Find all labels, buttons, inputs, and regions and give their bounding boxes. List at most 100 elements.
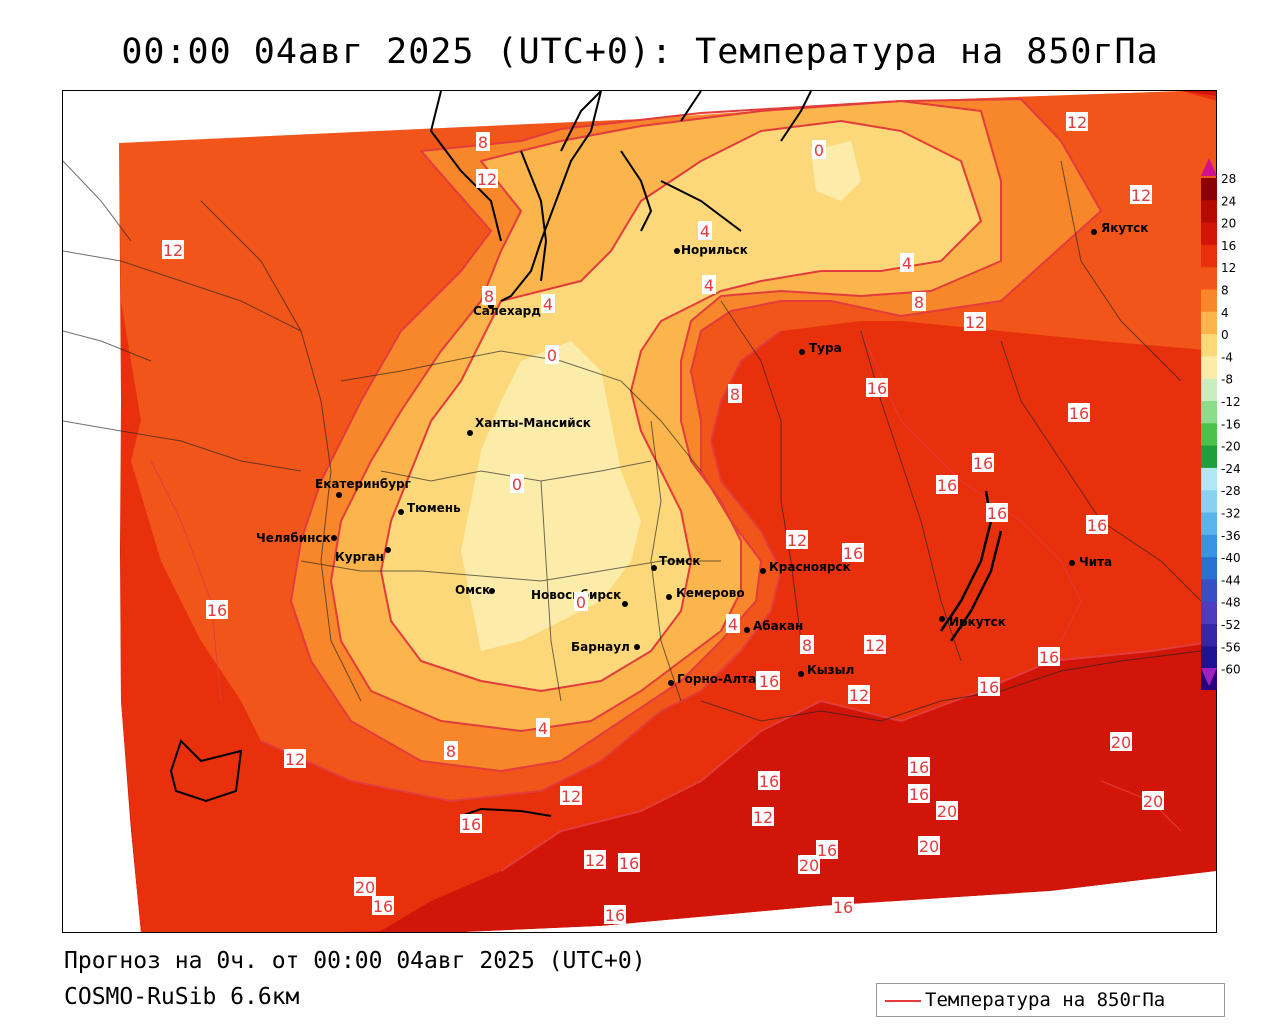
svg-text:16: 16 bbox=[605, 906, 625, 925]
isoline-value-label: 16 bbox=[1086, 515, 1108, 535]
map-title: 00:00 04авг 2025 (UTC+0): Температура на… bbox=[121, 32, 1159, 72]
isolines bbox=[150, 98, 1216, 872]
city-chita: Чита bbox=[1069, 555, 1112, 569]
isoline-value-label: 8 bbox=[912, 292, 926, 312]
city-krasnoyarsk: Красноярск bbox=[760, 560, 851, 574]
svg-text:12: 12 bbox=[561, 787, 581, 806]
isoline-value-label: 4 bbox=[726, 614, 740, 634]
isoline-value-label: 16 bbox=[618, 853, 640, 873]
city-tyumen: Тюмень bbox=[398, 501, 461, 515]
svg-text:8: 8 bbox=[446, 742, 456, 761]
map-area[interactable]: Якутск Норильск Салехард Тура Ханты-Манс… bbox=[62, 90, 1217, 933]
svg-text:12: 12 bbox=[865, 636, 885, 655]
svg-text:20: 20 bbox=[919, 837, 939, 856]
isoline-value-label: 16 bbox=[972, 453, 994, 473]
svg-text:Барнаул: Барнаул bbox=[571, 640, 630, 654]
colorbar-cell bbox=[1201, 423, 1217, 447]
isoline-value-label: 16 bbox=[816, 840, 838, 860]
svg-text:16: 16 bbox=[909, 758, 929, 777]
colorbar-tick-label: 0 bbox=[1221, 328, 1229, 342]
city-ekat: Екатеринбург bbox=[315, 477, 411, 498]
city-markers: Якутск Норильск Салехард Тура Ханты-Манс… bbox=[256, 221, 1148, 686]
isoline-value-label: 20 bbox=[354, 877, 376, 897]
isoline-value-label: 20 bbox=[1142, 791, 1164, 811]
svg-text:12: 12 bbox=[965, 313, 985, 332]
svg-text:12: 12 bbox=[163, 241, 183, 260]
colorbar-cell bbox=[1201, 289, 1217, 313]
isoline-value-label: 12 bbox=[1066, 112, 1088, 132]
svg-text:Кемерово: Кемерово bbox=[676, 586, 745, 600]
svg-text:Чита: Чита bbox=[1079, 555, 1112, 569]
svg-text:16: 16 bbox=[373, 897, 393, 916]
colorbar-cell bbox=[1201, 490, 1217, 513]
isoline-value-label: 12 bbox=[476, 169, 498, 189]
city-kurgan: Курган bbox=[335, 547, 391, 564]
isoline-value-label: 8 bbox=[728, 384, 742, 404]
colorbar-tick-label: -36 bbox=[1221, 529, 1241, 543]
colorbar-tick-label: 20 bbox=[1221, 217, 1236, 231]
svg-text:Тюмень: Тюмень bbox=[407, 501, 461, 515]
svg-text:16: 16 bbox=[979, 678, 999, 697]
svg-text:Челябинск: Челябинск bbox=[256, 531, 331, 545]
svg-text:4: 4 bbox=[902, 254, 912, 273]
svg-text:0: 0 bbox=[512, 475, 522, 494]
isoline-value-label: 4 bbox=[702, 275, 716, 295]
colorbar-cell bbox=[1201, 178, 1217, 201]
svg-text:12: 12 bbox=[849, 686, 869, 705]
colorbar-cell bbox=[1201, 445, 1217, 469]
isoline-value-label: 16 bbox=[758, 671, 780, 691]
colorbar-cap-bottom bbox=[1201, 668, 1217, 686]
legend-label: Температура на 850гПа bbox=[925, 989, 1166, 1011]
isoline-value-label: 20 bbox=[918, 836, 940, 856]
svg-text:16: 16 bbox=[973, 454, 993, 473]
isoline-value-label: 4 bbox=[698, 221, 712, 241]
svg-text:0: 0 bbox=[814, 141, 824, 160]
colorbar-cell bbox=[1201, 267, 1217, 290]
svg-text:4: 4 bbox=[543, 295, 553, 314]
svg-text:20: 20 bbox=[937, 802, 957, 821]
colorbar-tick-label: -52 bbox=[1221, 618, 1241, 632]
colorbar-tick-label: 12 bbox=[1221, 261, 1236, 275]
isoline-value-label: 16 bbox=[1068, 403, 1090, 423]
svg-text:12: 12 bbox=[1067, 113, 1087, 132]
svg-text:8: 8 bbox=[802, 636, 812, 655]
colorbar-cell bbox=[1201, 378, 1217, 402]
svg-text:16: 16 bbox=[909, 785, 929, 804]
colorbar-cap-top bbox=[1201, 158, 1217, 176]
svg-text:Салехард: Салехард bbox=[473, 304, 541, 318]
svg-text:12: 12 bbox=[787, 531, 807, 550]
svg-text:12: 12 bbox=[477, 170, 497, 189]
isoline-value-label: 12 bbox=[752, 807, 774, 827]
colorbar-cell bbox=[1201, 222, 1217, 246]
colorbar-tick-label: -20 bbox=[1221, 440, 1241, 454]
coastlines bbox=[169, 91, 1003, 817]
svg-text:16: 16 bbox=[833, 898, 853, 917]
isoline-value-label: 0 bbox=[545, 345, 559, 365]
svg-text:Тура: Тура bbox=[809, 341, 842, 355]
svg-text:16: 16 bbox=[867, 379, 887, 398]
isoline-value-label: 4 bbox=[536, 718, 550, 738]
isoline-value-label: 16 bbox=[986, 503, 1008, 523]
colorbar-cell bbox=[1201, 601, 1217, 625]
svg-text:16: 16 bbox=[987, 504, 1007, 523]
svg-text:20: 20 bbox=[799, 856, 819, 875]
isoline-value-label: 16 bbox=[908, 757, 930, 777]
svg-text:16: 16 bbox=[461, 815, 481, 834]
svg-text:Екатеринбург: Екатеринбург bbox=[315, 477, 411, 491]
city-tomsk: Томск bbox=[651, 554, 701, 571]
isoline-value-label: 16 bbox=[604, 905, 626, 925]
colorbar-tick-label: -60 bbox=[1221, 663, 1241, 677]
model-caption: COSMO-RuSib 6.6км bbox=[64, 984, 300, 1010]
svg-text:Томск: Томск bbox=[659, 554, 701, 568]
forecast-caption: Прогноз на 0ч. от 00:00 04авг 2025 (UTC+… bbox=[64, 948, 646, 974]
colorbar-cell bbox=[1201, 200, 1217, 224]
city-omsk: Омск bbox=[455, 583, 495, 597]
svg-text:20: 20 bbox=[1111, 733, 1131, 752]
colorbar-cell bbox=[1201, 356, 1217, 380]
isoline-value-label: 16 bbox=[1038, 647, 1060, 667]
isoline-value-label: 16 bbox=[908, 784, 930, 804]
isoline-value-label: 0 bbox=[812, 140, 826, 160]
isoline-value-label: 12 bbox=[1130, 185, 1152, 205]
colorbar-tick-label: 4 bbox=[1221, 306, 1229, 320]
isoline-value-label: 12 bbox=[284, 749, 306, 769]
